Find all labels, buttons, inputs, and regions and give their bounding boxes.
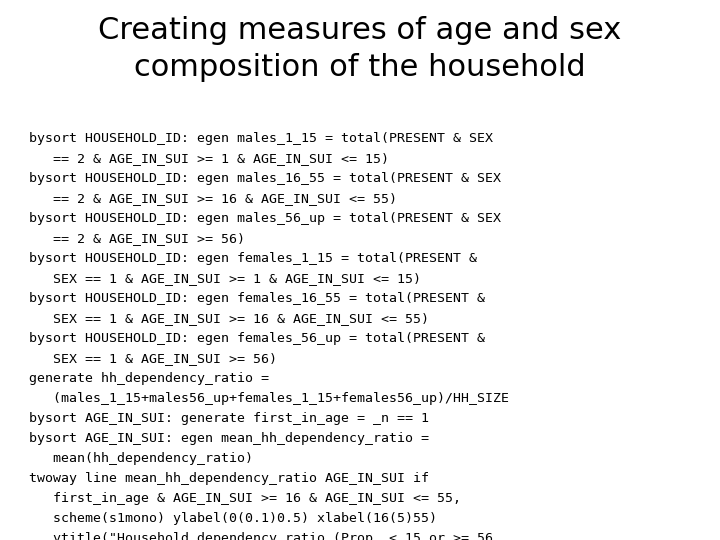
Text: == 2 & AGE_IN_SUI >= 16 & AGE_IN_SUI <= 55): == 2 & AGE_IN_SUI >= 16 & AGE_IN_SUI <= … — [29, 192, 397, 205]
Text: == 2 & AGE_IN_SUI >= 1 & AGE_IN_SUI <= 15): == 2 & AGE_IN_SUI >= 1 & AGE_IN_SUI <= 1… — [29, 152, 389, 165]
Text: bysort HOUSEHOLD_ID: egen females_16_55 = total(PRESENT &: bysort HOUSEHOLD_ID: egen females_16_55 … — [29, 292, 485, 305]
Text: ytitle("Household dependency ratio (Prop. < 15 or >= 56: ytitle("Household dependency ratio (Prop… — [29, 532, 492, 540]
Text: SEX == 1 & AGE_IN_SUI >= 16 & AGE_IN_SUI <= 55): SEX == 1 & AGE_IN_SUI >= 16 & AGE_IN_SUI… — [29, 312, 429, 325]
Text: bysort HOUSEHOLD_ID: egen males_1_15 = total(PRESENT & SEX: bysort HOUSEHOLD_ID: egen males_1_15 = t… — [29, 132, 492, 145]
Text: bysort HOUSEHOLD_ID: egen males_56_up = total(PRESENT & SEX: bysort HOUSEHOLD_ID: egen males_56_up = … — [29, 212, 501, 225]
Text: SEX == 1 & AGE_IN_SUI >= 1 & AGE_IN_SUI <= 15): SEX == 1 & AGE_IN_SUI >= 1 & AGE_IN_SUI … — [29, 272, 420, 285]
Text: bysort HOUSEHOLD_ID: egen females_56_up = total(PRESENT &: bysort HOUSEHOLD_ID: egen females_56_up … — [29, 332, 485, 345]
Text: SEX == 1 & AGE_IN_SUI >= 56): SEX == 1 & AGE_IN_SUI >= 56) — [29, 352, 276, 365]
Text: bysort HOUSEHOLD_ID: egen females_1_15 = total(PRESENT &: bysort HOUSEHOLD_ID: egen females_1_15 =… — [29, 252, 477, 265]
Text: mean(hh_dependency_ratio): mean(hh_dependency_ratio) — [29, 452, 253, 465]
Text: twoway line mean_hh_dependency_ratio AGE_IN_SUI if: twoway line mean_hh_dependency_ratio AGE… — [29, 472, 429, 485]
Text: first_in_age & AGE_IN_SUI >= 16 & AGE_IN_SUI <= 55,: first_in_age & AGE_IN_SUI >= 16 & AGE_IN… — [29, 492, 461, 505]
Text: bysort AGE_IN_SUI: egen mean_hh_dependency_ratio =: bysort AGE_IN_SUI: egen mean_hh_dependen… — [29, 432, 429, 445]
Text: (males_1_15+males56_up+females_1_15+females56_up)/HH_SIZE: (males_1_15+males56_up+females_1_15+fema… — [29, 392, 509, 405]
Text: bysort AGE_IN_SUI: generate first_in_age = _n == 1: bysort AGE_IN_SUI: generate first_in_age… — [29, 412, 429, 425]
Text: bysort HOUSEHOLD_ID: egen males_16_55 = total(PRESENT & SEX: bysort HOUSEHOLD_ID: egen males_16_55 = … — [29, 172, 501, 185]
Text: == 2 & AGE_IN_SUI >= 56): == 2 & AGE_IN_SUI >= 56) — [29, 232, 245, 245]
Text: generate hh_dependency_ratio =: generate hh_dependency_ratio = — [29, 372, 269, 385]
Text: scheme(s1mono) ylabel(0(0.1)0.5) xlabel(16(5)55): scheme(s1mono) ylabel(0(0.1)0.5) xlabel(… — [29, 512, 437, 525]
Text: Creating measures of age and sex
composition of the household: Creating measures of age and sex composi… — [99, 16, 621, 82]
